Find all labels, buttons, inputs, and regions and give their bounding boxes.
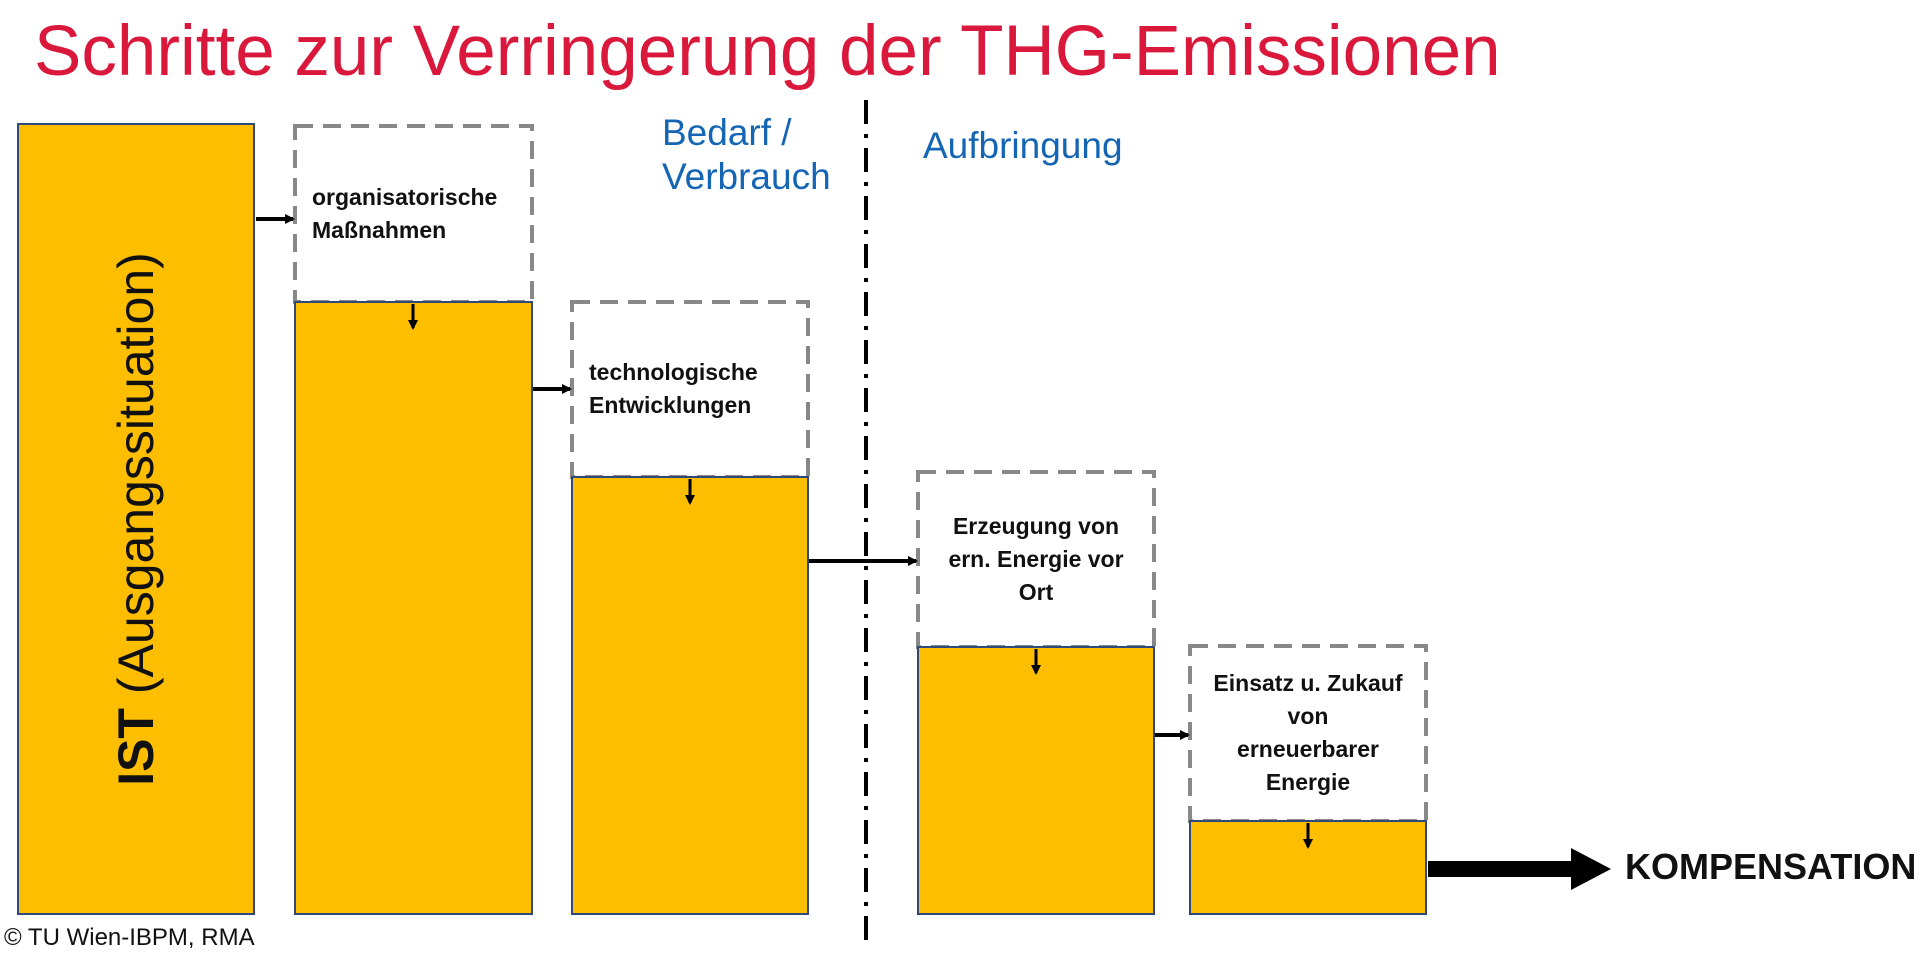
section-label-supply: Aufbringung [923, 125, 1123, 166]
compensation-arrow-head [1571, 848, 1611, 890]
step1-label: organisatorische Maßnahmen [312, 184, 498, 243]
step3-bar [917, 646, 1155, 915]
step1-dashed-box [293, 124, 534, 304]
copyright-notice: © TU Wien-IBPM, RMA [4, 924, 255, 951]
ist-label-rest: (Ausgangssituation) [108, 252, 165, 709]
compensation-arrow-shaft [1428, 861, 1573, 877]
ist-label: IST (Ausgangssituation) [18, 124, 254, 914]
step3-dashed-box [916, 470, 1156, 649]
ist-label-bold: IST [108, 708, 165, 786]
step2-dashed-box [570, 300, 810, 479]
step2-label: technologische Entwicklungen [589, 359, 758, 418]
slide-title: Schritte zur Verringerung der THG-Emissi… [34, 12, 1501, 91]
step3-label: Erzeugung von ern. Energie vor Ort [948, 513, 1124, 605]
step4-dashed-box [1188, 644, 1428, 823]
step2-bar [571, 476, 809, 915]
step1-bar [294, 301, 533, 915]
ist-bar [17, 123, 255, 915]
compensation-label: KOMPENSATION [1625, 846, 1917, 887]
section-label-demand: Bedarf / Verbrauch [662, 112, 831, 197]
step4-label: Einsatz u. Zukauf von erneuerbarer Energ… [1213, 670, 1403, 795]
